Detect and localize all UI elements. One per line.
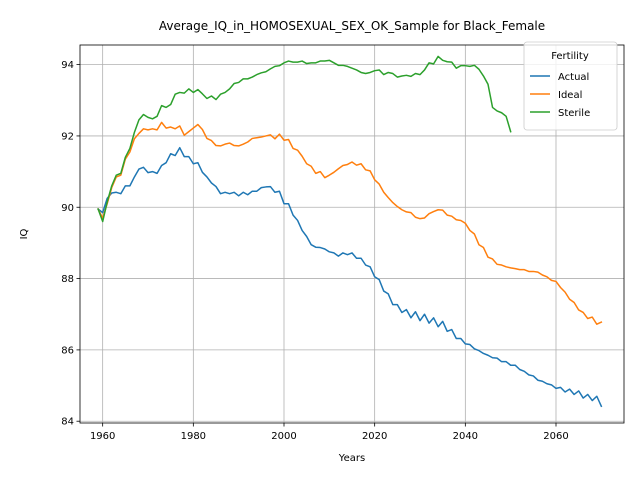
plot-frame: [79, 44, 625, 424]
legend-label-ideal: Ideal: [558, 90, 582, 101]
y-axis-label: IQ: [19, 228, 30, 239]
legend-title: Fertility: [551, 51, 589, 62]
legend-label-actual: Actual: [558, 72, 589, 83]
x-tick-label: 1960: [90, 431, 115, 442]
legend-items: Actual Ideal Sterile: [530, 72, 590, 119]
x-axis: 1960 1980 2000 2020 2040 2060: [90, 423, 569, 442]
y-tick-label: 86: [61, 345, 74, 356]
series-line-actual: [97, 146, 603, 408]
legend-label-sterile: Sterile: [558, 108, 590, 119]
y-tick-label: 94: [61, 60, 74, 71]
x-tick-label: 2060: [543, 431, 568, 442]
legend: Fertility Actual Ideal Sterile: [523, 41, 618, 131]
series-line-ideal: [97, 121, 603, 325]
series-line-sterile: [97, 55, 512, 223]
y-tick-label: 92: [61, 131, 74, 142]
x-tick-label: 2000: [271, 431, 296, 442]
plot-series: [97, 55, 603, 408]
x-tick-label: 2020: [362, 431, 387, 442]
y-tick-label: 90: [61, 203, 74, 214]
y-tick-label: 84: [61, 417, 74, 428]
y-tick-label: 88: [61, 274, 74, 285]
legend-box: [523, 41, 618, 131]
x-axis-label: Years: [338, 453, 365, 464]
grid: [80, 45, 624, 423]
x-tick-label: 2040: [453, 431, 478, 442]
x-tick-label: 1980: [181, 431, 206, 442]
y-axis: 84 86 88 90 92 94: [61, 60, 80, 428]
chart-title: Average_IQ_in_HOMOSEXUAL_SEX_OK_Sample f…: [159, 19, 545, 33]
